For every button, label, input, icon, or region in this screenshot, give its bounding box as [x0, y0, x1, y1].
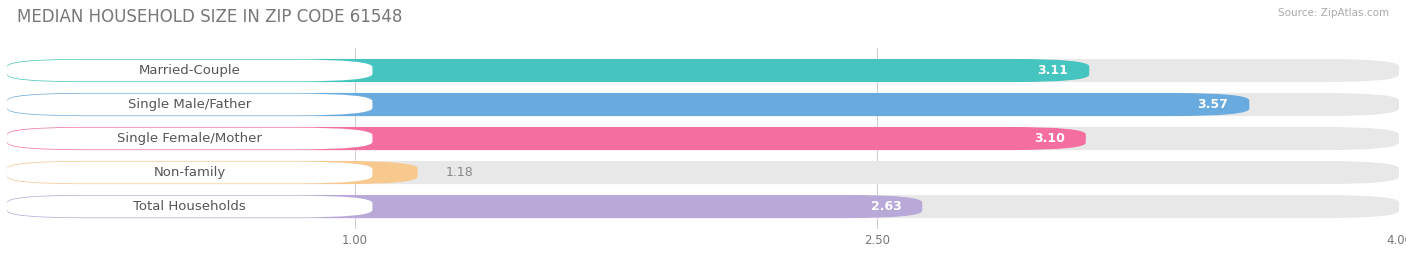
FancyBboxPatch shape	[7, 94, 373, 115]
FancyBboxPatch shape	[7, 196, 373, 217]
Text: Source: ZipAtlas.com: Source: ZipAtlas.com	[1278, 8, 1389, 18]
FancyBboxPatch shape	[7, 60, 373, 82]
FancyBboxPatch shape	[7, 93, 1399, 116]
FancyBboxPatch shape	[7, 127, 1085, 150]
FancyBboxPatch shape	[7, 195, 1399, 218]
Text: Single Male/Father: Single Male/Father	[128, 98, 252, 111]
FancyBboxPatch shape	[7, 161, 418, 184]
Text: Married-Couple: Married-Couple	[139, 64, 240, 77]
Text: Single Female/Mother: Single Female/Mother	[117, 132, 262, 145]
FancyBboxPatch shape	[7, 93, 1250, 116]
Text: 2.63: 2.63	[870, 200, 901, 213]
FancyBboxPatch shape	[7, 161, 1399, 184]
FancyBboxPatch shape	[7, 195, 922, 218]
Text: Total Households: Total Households	[134, 200, 246, 213]
Text: 3.10: 3.10	[1033, 132, 1064, 145]
Text: 1.18: 1.18	[446, 166, 474, 179]
FancyBboxPatch shape	[7, 127, 1399, 150]
Text: Non-family: Non-family	[153, 166, 226, 179]
FancyBboxPatch shape	[7, 128, 373, 149]
Text: 3.57: 3.57	[1198, 98, 1229, 111]
FancyBboxPatch shape	[7, 59, 1090, 82]
FancyBboxPatch shape	[7, 162, 373, 183]
Text: MEDIAN HOUSEHOLD SIZE IN ZIP CODE 61548: MEDIAN HOUSEHOLD SIZE IN ZIP CODE 61548	[17, 8, 402, 26]
Text: 3.11: 3.11	[1038, 64, 1069, 77]
FancyBboxPatch shape	[7, 59, 1399, 82]
